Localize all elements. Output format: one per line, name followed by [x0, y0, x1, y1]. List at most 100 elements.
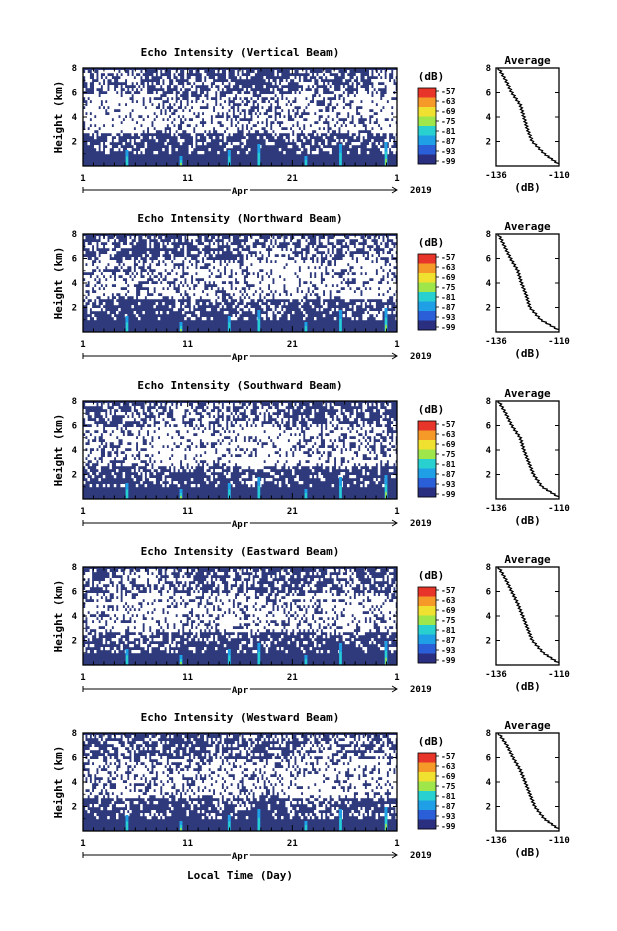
colorbar-band: [418, 810, 436, 814]
colorbar-band: [418, 266, 436, 271]
colorbar-band: [418, 298, 436, 302]
x-tick-label: 11: [182, 507, 193, 517]
colorbar-band: [418, 304, 436, 309]
colorbar-band: [418, 295, 436, 299]
echo-spike-core: [339, 817, 342, 831]
colorbar-band: [418, 135, 436, 140]
panel-title: Echo Intensity (Vertical Beam): [141, 46, 340, 59]
y-axis-label: Height (km): [52, 580, 65, 653]
colorbar-band: [418, 478, 436, 482]
x-axis-label: Local Time (Day): [187, 869, 293, 882]
colorbar-band: [418, 103, 436, 108]
colorbar-band: [418, 819, 436, 824]
month-label: Apr: [232, 520, 249, 530]
colorbar-band: [418, 433, 436, 438]
colorbar-tick-label: -57: [441, 420, 456, 429]
echo-spike-core: [125, 489, 128, 499]
colorbar-band: [418, 659, 436, 664]
colorbar-tick-label: -93: [441, 646, 456, 655]
colorbar-band: [418, 292, 436, 296]
month-label: Apr: [232, 353, 249, 363]
colorbar-band: [418, 465, 436, 469]
x-tick-label: 21: [287, 839, 298, 849]
x-tick-label: 1: [394, 839, 399, 849]
colorbar-band: [418, 468, 436, 473]
colorbar-tick-label: -69: [441, 440, 456, 449]
colorbar-band: [418, 490, 436, 495]
echo-spike-core: [304, 326, 307, 332]
profile-x-tick-label: -136: [485, 504, 507, 514]
echo-spike-core: [228, 156, 231, 166]
colorbar-unit: (dB): [418, 569, 445, 582]
colorbar-band: [418, 97, 436, 102]
heatmap-gaps: [83, 569, 398, 654]
colorbar-unit: (dB): [418, 236, 445, 249]
panel-1: Echo Intensity (Vertical Beam) 2 4 6 8 Height…: [52, 46, 570, 199]
profile-frame: [495, 67, 560, 167]
y-tick-label: 8: [72, 230, 77, 240]
colorbar-tick-label: -93: [441, 480, 456, 489]
y-tick-label: 8: [72, 397, 77, 407]
panel-2: Echo Intensity (Northward Beam) 2 4 6 8 Heigh…: [52, 212, 570, 365]
echo-spike-core: [228, 489, 231, 499]
colorbar-band: [418, 116, 436, 121]
colorbar-band: [418, 759, 436, 763]
profile-y-tick-label: 6: [486, 754, 491, 764]
colorbar-band: [418, 459, 436, 463]
profile-frame: [495, 566, 560, 666]
colorbar-tick-label: -81: [441, 460, 456, 469]
profile-y-tick-label: 6: [486, 422, 491, 432]
colorbar-tick-label: -63: [441, 97, 456, 106]
y-tick-label: 2: [72, 637, 77, 647]
colorbar-frame: [417, 87, 437, 165]
colorbar-band: [418, 119, 436, 124]
x-tick-label: 11: [182, 340, 193, 350]
colorbar-tick-label: -99: [441, 490, 456, 499]
profile-x-tick-label: -110: [548, 504, 570, 514]
y-tick-label: 4: [72, 778, 78, 788]
echo-spike-core: [257, 485, 260, 499]
profile-y-tick-label: 8: [486, 563, 491, 573]
echo-spike-core: [125, 156, 128, 166]
y-tick-label: 8: [72, 563, 77, 573]
profile-y-tick-label: 8: [486, 729, 491, 739]
y-tick-label: 4: [72, 113, 78, 123]
colorbar-band: [418, 323, 436, 328]
profile-line: [497, 233, 560, 331]
colorbar-tick-label: -93: [441, 812, 456, 821]
colorbar-band: [418, 91, 436, 95]
colorbar-band: [418, 424, 436, 428]
echo-spike-peak: [180, 662, 182, 665]
x-tick-label: 21: [287, 507, 298, 517]
x-tick-label: 1: [80, 340, 85, 350]
panel-title: Echo Intensity (Eastward Beam): [141, 545, 340, 558]
y-tick-label: 6: [72, 422, 77, 432]
colorbar-band: [418, 110, 436, 114]
x-tick-label: 11: [182, 839, 193, 849]
colorbar-band: [418, 822, 436, 827]
colorbar-tick-label: -99: [441, 822, 456, 831]
colorbar-frame: [417, 420, 437, 498]
colorbar-band: [418, 326, 436, 331]
colorbar-unit: (dB): [418, 403, 445, 416]
y-axis-label: Height (km): [52, 81, 65, 154]
profile-frame: [495, 732, 560, 832]
colorbar-band: [418, 148, 436, 152]
profile-x-label: (dB): [514, 181, 541, 194]
echo-spike-core: [257, 651, 260, 665]
y-tick-label: 2: [72, 471, 77, 481]
year-label: 2019: [410, 352, 432, 362]
year-label: 2019: [410, 851, 432, 861]
panel-title: Echo Intensity (Westward Beam): [141, 711, 340, 724]
echo-spike-core: [339, 651, 342, 665]
colorbar-band: [418, 314, 436, 318]
colorbar-band: [418, 765, 436, 770]
colorbar-band: [418, 775, 436, 779]
colorbar-band: [418, 307, 436, 312]
y-tick-label: 4: [72, 612, 78, 622]
colorbar-tick-label: -87: [441, 636, 456, 645]
profile-x-tick-label: -136: [485, 670, 507, 680]
profile-line: [497, 400, 560, 498]
colorbar-band: [418, 273, 436, 277]
colorbar-band: [418, 590, 436, 594]
